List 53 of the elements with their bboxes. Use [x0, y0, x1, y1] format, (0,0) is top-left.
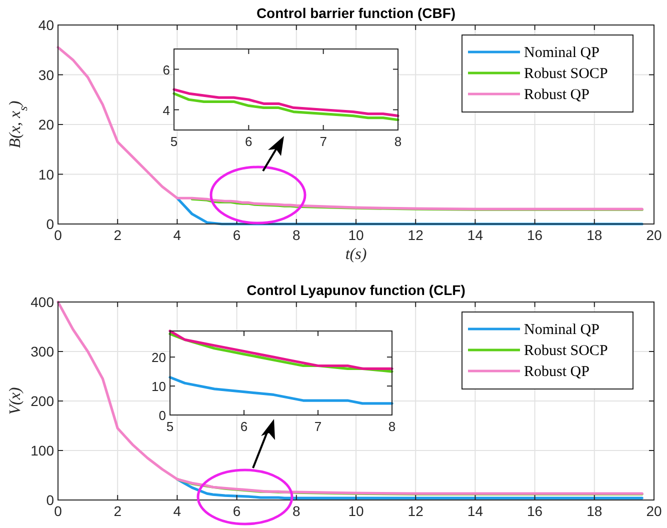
- y-tick-label: 100: [30, 442, 54, 458]
- y-tick-label: 0: [46, 492, 54, 508]
- x-tick-label: 8: [292, 227, 300, 243]
- x-tick-label: 18: [586, 227, 602, 243]
- x-tick-label: 2: [114, 227, 122, 243]
- y-tick-label: 20: [38, 116, 54, 132]
- legend-label: Robust QP: [524, 87, 590, 103]
- y-tick-label: 6: [162, 62, 170, 78]
- x-tick-label: 20: [646, 503, 662, 519]
- y-tick-label: 4: [162, 102, 170, 118]
- legend-label: Nominal QP: [524, 322, 600, 338]
- y-tick-label: 40: [38, 17, 54, 33]
- x-tick-label: 4: [173, 503, 182, 519]
- x-tick-label: 10: [348, 227, 364, 243]
- x-tick-label: 8: [388, 419, 396, 434]
- y-tick-label: 30: [38, 66, 54, 83]
- legend-label: Nominal QP: [524, 45, 600, 61]
- legend-label: Robust QP: [524, 364, 590, 380]
- y-tick-label: 0: [46, 216, 54, 232]
- y-tick-label: 0: [158, 408, 166, 423]
- x-tick-label: 6: [232, 227, 241, 243]
- x-tick-label: 5: [166, 419, 174, 434]
- y-axis-title: V(x): [7, 387, 24, 415]
- chart-title: Control Lyapunov function (CLF): [246, 282, 466, 298]
- x-tick-label: 8: [292, 503, 300, 519]
- y-tick-label: 10: [38, 166, 54, 182]
- x-tick-label: 5: [170, 134, 178, 149]
- x-tick-label: 6: [232, 503, 241, 519]
- legend-label: Robust SOCP: [524, 66, 608, 82]
- chart-title: Control barrier function (CBF): [256, 5, 456, 21]
- x-tick-label: 18: [586, 503, 602, 519]
- x-tick-label: 14: [467, 503, 484, 519]
- x-tick-label: 7: [320, 134, 327, 149]
- x-tick-label: 6: [240, 419, 248, 434]
- legend-label: Robust SOCP: [524, 343, 608, 359]
- x-tick-label: 4: [173, 227, 182, 243]
- y-tick-label: 20: [152, 350, 166, 366]
- x-tick-label: 16: [527, 503, 543, 519]
- x-tick-label: 2: [114, 503, 122, 519]
- x-tick-label: 12: [408, 227, 424, 243]
- y-tick-label: 10: [152, 379, 166, 394]
- x-tick-label: 6: [245, 134, 252, 149]
- x-tick-label: 16: [527, 227, 543, 243]
- x-tick-label: 7: [314, 419, 322, 434]
- y-tick-label: 300: [30, 344, 54, 360]
- x-tick-label: 20: [646, 227, 662, 243]
- x-tick-label: 12: [408, 503, 424, 519]
- x-tick-label: 14: [467, 227, 484, 243]
- y-tick-label: 400: [30, 294, 54, 310]
- x-tick-label: 8: [394, 134, 402, 149]
- x-tick-label: 10: [348, 503, 364, 519]
- x-axis-title: t(s): [345, 246, 367, 263]
- y-tick-label: 200: [30, 393, 54, 409]
